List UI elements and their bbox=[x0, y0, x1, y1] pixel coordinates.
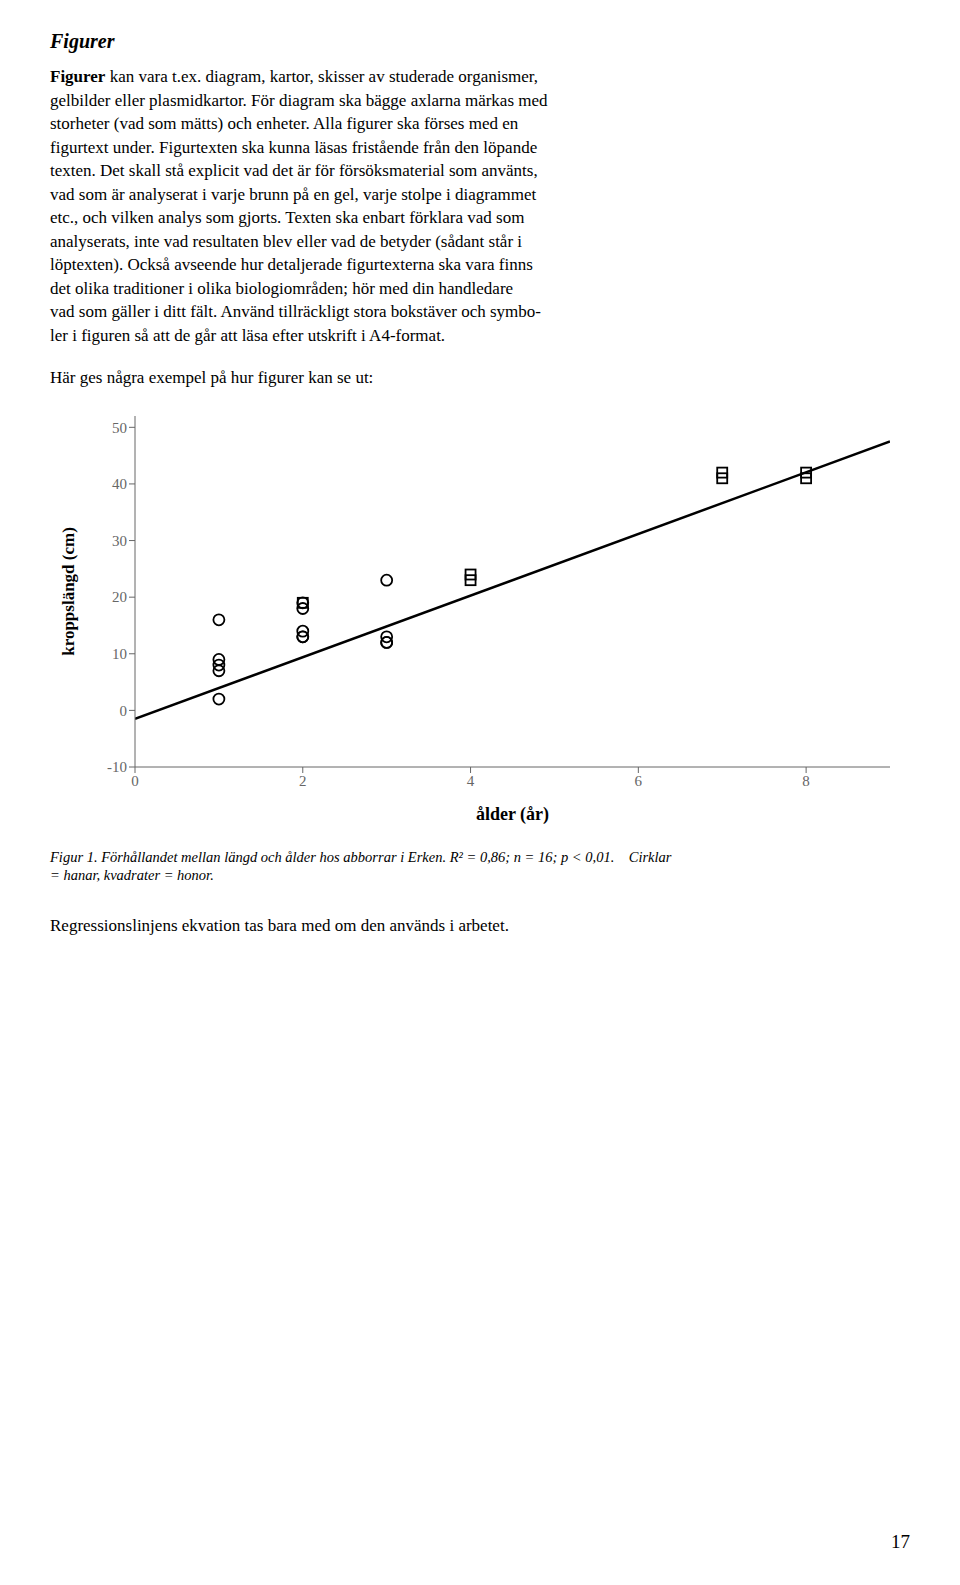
html-text:storheter (vad som mätts) och: storheter (vad som mätts) och enheter. A… bbox=[50, 114, 519, 133]
html-text:figurtext under. Figurtexten s: figurtext under. Figurtexten ska kunna l… bbox=[50, 137, 538, 157]
svg-text:-10: -10 bbox=[107, 759, 127, 775]
svg-text:2: 2 bbox=[299, 772, 307, 788]
html-text:det olika traditioner i olika: det olika traditioner i olika biologiomr… bbox=[50, 278, 514, 298]
html-text:ler i figuren så att de går at: ler i figuren så att de går att läsa eft… bbox=[50, 325, 446, 345]
html-text:Figurer kan vara t.ex. diagram: Figurer kan vara t.ex. diagram, kartor, … bbox=[50, 67, 538, 86]
html-text:= hanar, kvadrater = honor.: = hanar, kvadrater = honor. bbox=[50, 866, 214, 883]
html-text:gelbilder eller plasmidkartor.: gelbilder eller plasmidkartor. För diagr… bbox=[50, 90, 548, 110]
svg-text:30: 30 bbox=[112, 532, 127, 548]
html-text:vad som gäller i ditt fält. An: vad som gäller i ditt fält. Använd tillr… bbox=[50, 302, 541, 321]
svg-text:20: 20 bbox=[112, 589, 127, 605]
svg-text:50: 50 bbox=[112, 419, 127, 435]
svg-text:4: 4 bbox=[467, 772, 475, 788]
html-text:analyserats, inte vad resultat: analyserats, inte vad resultaten blev el… bbox=[50, 231, 522, 251]
html-text:17: 17 bbox=[891, 1531, 910, 1552]
html-text:Regressionslinjens ekvation ta: Regressionslinjens ekvation tas bara med… bbox=[50, 915, 509, 935]
html-text:Figur 1. Förhållandet mellan l: Figur 1. Förhållandet mellan längd och å… bbox=[50, 848, 672, 865]
svg-text:6: 6 bbox=[635, 772, 643, 788]
svg-text:ålder (år): ålder (år) bbox=[476, 804, 549, 825]
html-text:Figurer: Figurer bbox=[50, 30, 115, 52]
html-text:vad som är analyserat i varje: vad som är analyserat i varje brunn på e… bbox=[50, 184, 537, 204]
svg-text:0: 0 bbox=[131, 772, 139, 788]
html-text:Här ges några exempel på hur f: Här ges några exempel på hur figurer kan… bbox=[50, 368, 374, 387]
html-text:texten. Det skall stå explicit: texten. Det skall stå explicit vad det ä… bbox=[50, 161, 538, 180]
svg-text:0: 0 bbox=[120, 702, 128, 718]
svg-text:10: 10 bbox=[112, 646, 127, 662]
svg-text:40: 40 bbox=[112, 476, 127, 492]
html-text:löptexten). Också avseende hur: löptexten). Också avseende hur detaljera… bbox=[50, 255, 533, 274]
svg-text:kroppslängd (cm): kroppslängd (cm) bbox=[59, 527, 78, 656]
svg-text:8: 8 bbox=[802, 772, 810, 788]
html-text:etc., och vilken analys som gj: etc., och vilken analys som gjorts. Text… bbox=[50, 208, 525, 227]
